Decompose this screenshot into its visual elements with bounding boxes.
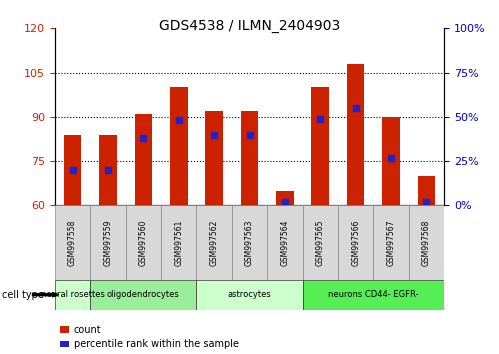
Bar: [197, 205, 232, 280]
Text: GSM997565: GSM997565: [316, 219, 325, 266]
Bar: [90, 280, 197, 310]
Text: GSM997564: GSM997564: [280, 219, 289, 266]
Bar: [302, 205, 338, 280]
Text: GSM997560: GSM997560: [139, 219, 148, 266]
Text: GSM997562: GSM997562: [210, 219, 219, 266]
Text: GSM997558: GSM997558: [68, 219, 77, 266]
Bar: [311, 87, 329, 205]
Text: GSM997561: GSM997561: [174, 219, 183, 266]
Text: GDS4538 / ILMN_2404903: GDS4538 / ILMN_2404903: [159, 19, 340, 34]
Bar: [302, 280, 444, 310]
Text: astrocytes: astrocytes: [228, 290, 271, 299]
Bar: [267, 205, 302, 280]
Bar: [135, 114, 152, 205]
Bar: [373, 205, 409, 280]
Bar: [241, 111, 258, 205]
Bar: [126, 205, 161, 280]
Text: GSM997567: GSM997567: [387, 219, 396, 266]
Bar: [90, 205, 126, 280]
Text: neurons CD44- EGFR-: neurons CD44- EGFR-: [328, 290, 419, 299]
Bar: [338, 205, 373, 280]
Bar: [418, 176, 435, 205]
Bar: [161, 205, 197, 280]
Text: count: count: [74, 325, 101, 335]
Bar: [382, 117, 400, 205]
Bar: [205, 111, 223, 205]
Text: GSM997559: GSM997559: [103, 219, 112, 266]
Text: GSM997563: GSM997563: [245, 219, 254, 266]
Bar: [99, 135, 117, 205]
Text: percentile rank within the sample: percentile rank within the sample: [74, 339, 239, 349]
Bar: [170, 87, 188, 205]
Bar: [55, 280, 90, 310]
Text: oligodendrocytes: oligodendrocytes: [107, 290, 180, 299]
Bar: [409, 205, 444, 280]
Bar: [55, 205, 90, 280]
Text: GSM997566: GSM997566: [351, 219, 360, 266]
Text: cell type: cell type: [2, 290, 44, 300]
Bar: [232, 205, 267, 280]
Bar: [197, 280, 302, 310]
Bar: [64, 135, 81, 205]
Text: GSM997568: GSM997568: [422, 219, 431, 266]
Bar: [276, 190, 294, 205]
Text: neural rosettes: neural rosettes: [40, 290, 104, 299]
Bar: [347, 64, 364, 205]
